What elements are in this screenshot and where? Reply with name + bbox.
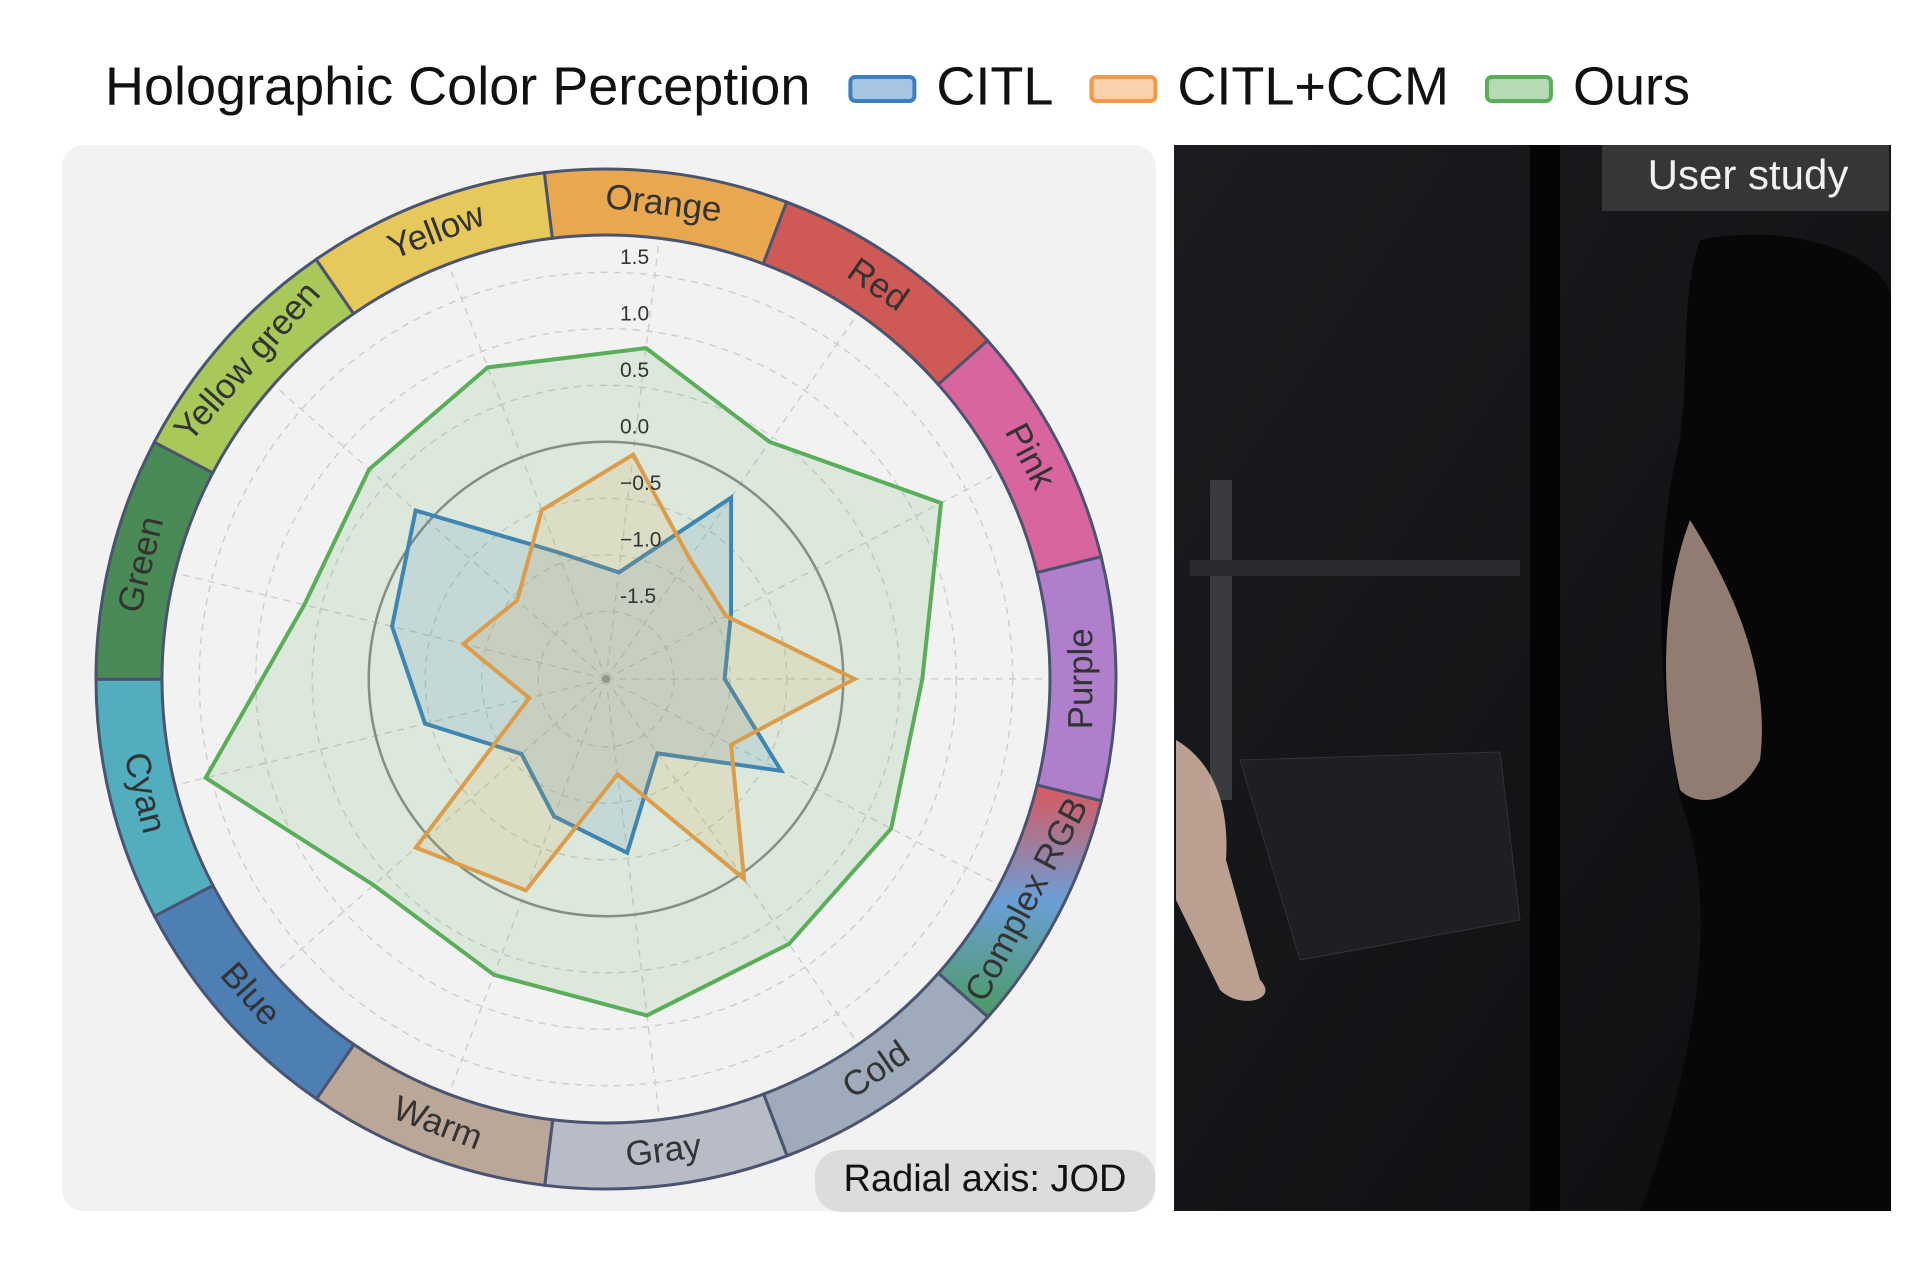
- legend-label: CITL: [936, 56, 1053, 116]
- legend-label: Ours: [1573, 56, 1690, 116]
- r-tick-label: −0.5: [620, 472, 661, 495]
- grid-circle: [311, 384, 901, 974]
- spoke: [605, 678, 661, 1120]
- legend-label: CITL+CCM: [1177, 56, 1449, 116]
- grid-circle: [537, 610, 675, 748]
- grid-circle: [255, 328, 957, 1030]
- r-tick-label: 0.5: [620, 359, 649, 382]
- legend-swatch: [848, 75, 917, 103]
- chart-title: Holographic Color Perception: [105, 56, 810, 116]
- photo-label: User study: [1648, 151, 1849, 198]
- series-area: [412, 451, 859, 893]
- photo-rod: [1210, 480, 1232, 800]
- spoke: [605, 238, 661, 680]
- spoke: [447, 263, 607, 680]
- photo-hair: [1640, 234, 1891, 1211]
- photo-hand: [1176, 740, 1266, 1001]
- photo-keypad: [1239, 751, 1521, 961]
- spoke: [605, 471, 1000, 680]
- spoke: [273, 678, 607, 975]
- spoke: [273, 384, 607, 680]
- r-tick-label: 1.0: [620, 302, 649, 325]
- spoke: [605, 678, 1000, 886]
- grid-circle: [480, 553, 732, 805]
- r-tick-label: 1.5: [620, 246, 649, 269]
- series-area: [390, 493, 786, 856]
- r-tick-label: 0.0: [620, 415, 649, 438]
- grid-circle: [198, 271, 1014, 1087]
- legend-swatch: [1484, 75, 1553, 103]
- photo-face: [1666, 520, 1762, 800]
- photo-bar: [1190, 560, 1520, 576]
- photo-label-bg: [1602, 145, 1889, 211]
- photo: User study: [1174, 145, 1891, 1211]
- legend-swatch: [1089, 75, 1158, 103]
- series-area: [202, 346, 944, 1018]
- category-label: Gray: [623, 1126, 704, 1174]
- annotation-bg: [815, 1150, 1155, 1212]
- annotation: Radial axis: JOD: [844, 1158, 1127, 1200]
- category-label: Purple: [1061, 628, 1100, 729]
- r-tick-label: −1.0: [620, 528, 661, 551]
- reference-circle: [367, 440, 845, 918]
- plot: -1.5−1.0−0.50.00.51.01.5OrangeRedPinkPur…: [94, 167, 1118, 1191]
- r-tick-label: -1.5: [620, 585, 656, 608]
- spoke: [605, 678, 859, 1045]
- spoke: [174, 678, 607, 787]
- photo-pole: [1530, 145, 1560, 1211]
- ring-segment: [314, 171, 554, 316]
- center-dot: [602, 675, 610, 683]
- grid-circle: [424, 497, 788, 861]
